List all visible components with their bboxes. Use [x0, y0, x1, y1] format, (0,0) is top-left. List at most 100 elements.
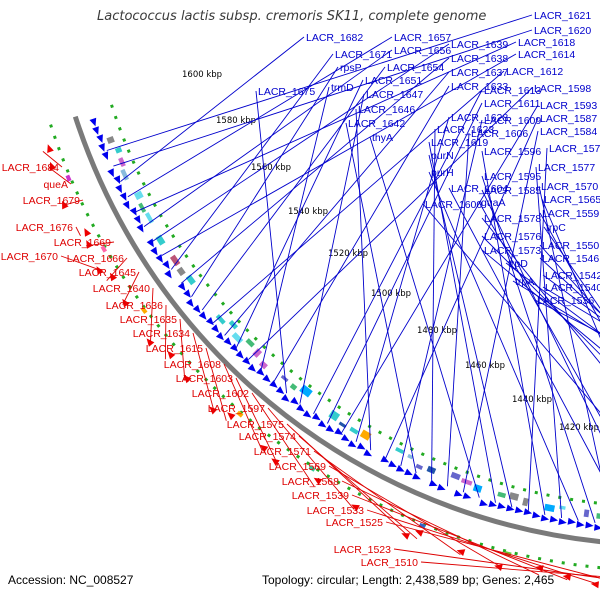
gene-label-blue: purH [431, 167, 454, 179]
function-class-block [559, 505, 566, 509]
gene-arrow [236, 350, 244, 358]
gene-labels: LACR_1621LACR_1620LACR_1682 LACR_1657 LACR… [1, 10, 600, 569]
gene-arrow [137, 224, 144, 233]
gene-label-blue: LACR_1621 [534, 10, 591, 22]
label-connector-blue [539, 186, 600, 525]
function-class-block [450, 472, 460, 480]
gene-arrow [404, 469, 413, 476]
gene-arrow [568, 518, 577, 525]
gene-label-blue: trpC [546, 222, 566, 234]
gene-arrow [183, 289, 191, 298]
map-title: Lactococcus lactis subsp. cremoris SK11,… [97, 9, 486, 24]
gene-label-blue: LACR_1600 [425, 199, 482, 211]
gene-label-red: LACR_1684 [2, 162, 59, 174]
gene-label-blue: LACR_1593 [540, 100, 597, 112]
gene-arrow [541, 515, 550, 522]
gene-label-red: LACR_1608 [164, 359, 221, 371]
gene-arrow [312, 413, 321, 420]
gene-label-blue: LACR_1620 [534, 25, 591, 37]
label-connector-blue [192, 67, 339, 297]
gene-arrow [114, 175, 121, 184]
gene-arrow [437, 484, 446, 491]
gene-arrow [585, 522, 593, 529]
gene-arrow [396, 465, 405, 472]
gene-label-red: queA [43, 179, 68, 191]
gene-label-blue: LACR_1546 [542, 253, 599, 265]
gene-label-blue: LACR_1565 [544, 194, 600, 206]
gene-label-blue: LACR_1656 [394, 45, 451, 57]
function-class-block [252, 348, 262, 358]
gene-label-blue: trpD [508, 258, 528, 270]
gene-label-blue: LACR_1614 [518, 49, 575, 61]
gene-arrow [115, 184, 122, 193]
gene-label-red: LACR_1574 [239, 431, 296, 443]
gene-arrow [206, 317, 214, 325]
label-connector-blue [327, 103, 482, 424]
gene-label-blue: guaA [481, 197, 506, 209]
gene-label-blue: LACR_1675 [258, 86, 315, 98]
gene-label-blue: LACR_1612 [506, 66, 563, 78]
gene-label-red: LACR_1679 [23, 195, 80, 207]
gene-label-red: LACR_1568 [282, 476, 339, 488]
kbp-tick-label: 1480 kbp [417, 326, 457, 336]
gene-label-red: LACR_1645 [79, 267, 136, 279]
gene-arrow [193, 305, 201, 313]
gene-arrow [479, 499, 488, 506]
gene-label-blue: LACR_1647 [366, 89, 423, 101]
gene-arrow [164, 270, 172, 279]
gene-arrow [216, 332, 224, 340]
gene-label-blue: LACR_1573 [484, 245, 541, 257]
gene-arrow [348, 440, 357, 447]
gene-label-blue: LACR_1550 [542, 240, 599, 252]
kbp-tick-label: 1500 kbp [371, 289, 411, 299]
function-class-block [349, 427, 358, 435]
gene-arrow [96, 134, 103, 143]
gene-arrow [102, 151, 109, 160]
gene-label-blue: LACR_1570 [541, 181, 598, 193]
gene-label-blue: LACR_1618 [518, 37, 575, 49]
gene-arrow [162, 260, 169, 269]
gene-label-red: LACR_1569 [269, 461, 326, 473]
gene-label-red: LACR_1666 [67, 253, 124, 265]
gene-arrow [150, 247, 157, 256]
gene-arrow [524, 508, 533, 515]
gene-label-blue: LACR_1682 [306, 32, 363, 44]
gene-label-red: LACR_1636 [106, 300, 163, 312]
gene-arrow [120, 192, 127, 201]
gene-label-red: LACR_1539 [292, 490, 349, 502]
gene-label-red: LACR_1635 [120, 314, 177, 326]
gene-label-blue: LACR_1576 [484, 231, 541, 243]
gene-arrow [123, 201, 130, 210]
gene-arrow [334, 428, 343, 435]
gene-arrow [326, 425, 335, 432]
gene-label-red: LACR_1615 [146, 343, 203, 355]
gene-arrow [211, 324, 219, 332]
gene-label-red: LACR_1669 [54, 237, 111, 249]
function-class-block [522, 498, 529, 507]
gene-arrow [98, 143, 105, 152]
gene-label-red: LACR_1640 [93, 283, 150, 295]
gene-arrow [186, 299, 194, 307]
label-connector-blue [482, 176, 595, 523]
gene-label-red: LACR_1510 [361, 557, 418, 569]
gene-arrow [497, 502, 506, 509]
function-class-block [461, 478, 473, 486]
gene-arrow [290, 397, 299, 405]
gene-label-red: LACR_1597 [208, 403, 265, 415]
function-class-block [245, 338, 254, 347]
gene-label-blue: LACR_1619 [431, 137, 488, 149]
gene-label-blue: LACR_1613 [484, 85, 541, 97]
function-class-block [328, 410, 340, 422]
gene-label-blue: LACR_1585 [484, 185, 541, 197]
gene-label-blue: LACR_1579 [549, 143, 600, 155]
accession-text: Accession: NC_008527 [8, 573, 134, 587]
gene-label-blue: rpsP [340, 62, 362, 74]
gene-arrow [380, 456, 389, 463]
function-class-block [145, 212, 154, 223]
gene-label-blue: LACR_1657 [394, 32, 451, 44]
gene-label-blue: LACR_1671 [335, 49, 392, 61]
gene-arrow [281, 394, 289, 402]
function-class-block [290, 383, 298, 391]
gene-label-red: LACR_1571 [254, 446, 311, 458]
genome-map-canvas: Lactococcus lactis subsp. cremoris SK11,… [0, 0, 600, 600]
